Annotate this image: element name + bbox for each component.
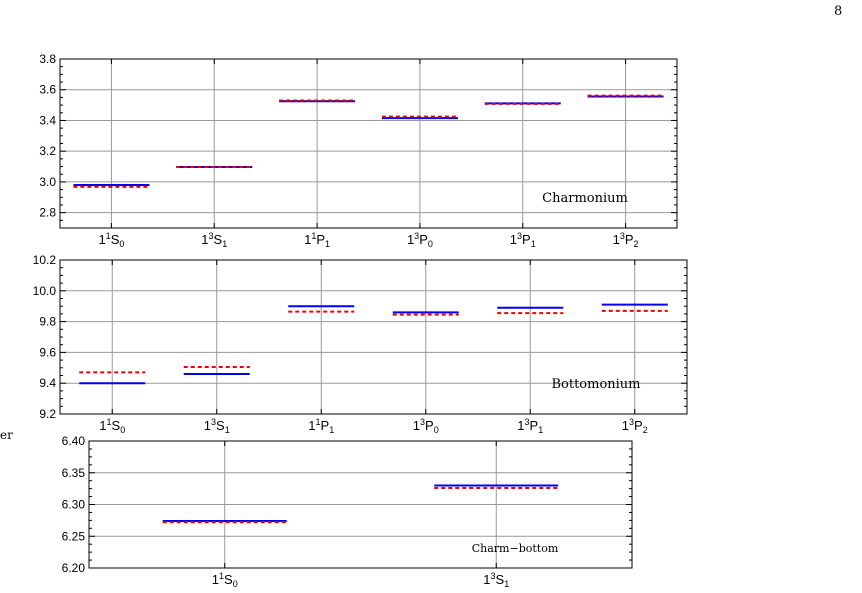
- x-category-label: 11P1: [308, 417, 334, 435]
- plot-frame: [59, 58, 678, 229]
- x-category-label: 11S0: [212, 571, 238, 589]
- x-category-label: 11P1: [304, 231, 330, 249]
- x-category-label: 13S1: [201, 231, 227, 249]
- x-category-label: 13P2: [613, 231, 639, 249]
- x-category-label: 13P0: [407, 231, 433, 249]
- chart-panel-3: 6.20 6.25 6.30 6.35 6.40 11S0 13S1 Charm−bottom: [62, 434, 633, 589]
- chart-title: Charm−bottom: [472, 542, 559, 555]
- y-tick-label: 10.0: [33, 284, 57, 298]
- y-tick-label: 9.4: [39, 376, 56, 390]
- x-category-label: 13P2: [622, 417, 648, 435]
- margin-text-fragment: er: [0, 428, 13, 442]
- y-tick-label: 3.0: [39, 175, 56, 189]
- y-tick-label: 6.25: [62, 529, 86, 543]
- y-tick-label: 6.35: [62, 466, 86, 480]
- y-tick-label: 2.8: [39, 206, 56, 220]
- x-category-label: 13P0: [413, 417, 439, 435]
- x-category-label: 13S1: [483, 571, 509, 589]
- plot-frame: [59, 259, 688, 415]
- y-tick-label: 3.4: [39, 113, 56, 127]
- y-tick-label: 10.2: [33, 253, 57, 267]
- y-tick-label: 9.2: [39, 407, 56, 421]
- y-tick-label: 3.2: [39, 144, 56, 158]
- chart-title: Charmonium: [542, 191, 628, 206]
- plot-frame: [88, 440, 633, 569]
- chart-panel-2: 9.2 9.4 9.6 9.8 10.0 10.2 11S0 13S1 11P1 13P0 13P1…: [33, 253, 688, 435]
- x-category-label: 13P1: [510, 231, 536, 249]
- y-tick-label: 6.20: [62, 561, 86, 575]
- y-tick-label: 3.6: [39, 83, 56, 97]
- x-category-label: 11S0: [98, 231, 124, 249]
- chart-title: Bottomonium: [551, 377, 640, 392]
- x-category-label: 13S1: [204, 417, 230, 435]
- y-tick-label: 6.30: [62, 498, 86, 512]
- y-tick-label: 9.6: [39, 345, 56, 359]
- y-tick-label: 6.40: [62, 434, 86, 448]
- y-tick-label: 9.8: [39, 315, 56, 329]
- page-number: 8: [834, 4, 843, 19]
- y-tick-label: 3.8: [39, 52, 56, 66]
- x-category-label: 11S0: [99, 417, 125, 435]
- x-category-label: 13P1: [517, 417, 543, 435]
- chart-panel-1: 2.8 3.0 3.2 3.4 3.6 3.8 11S0 13S1 11P1 13P0 13P1 13…: [39, 52, 678, 249]
